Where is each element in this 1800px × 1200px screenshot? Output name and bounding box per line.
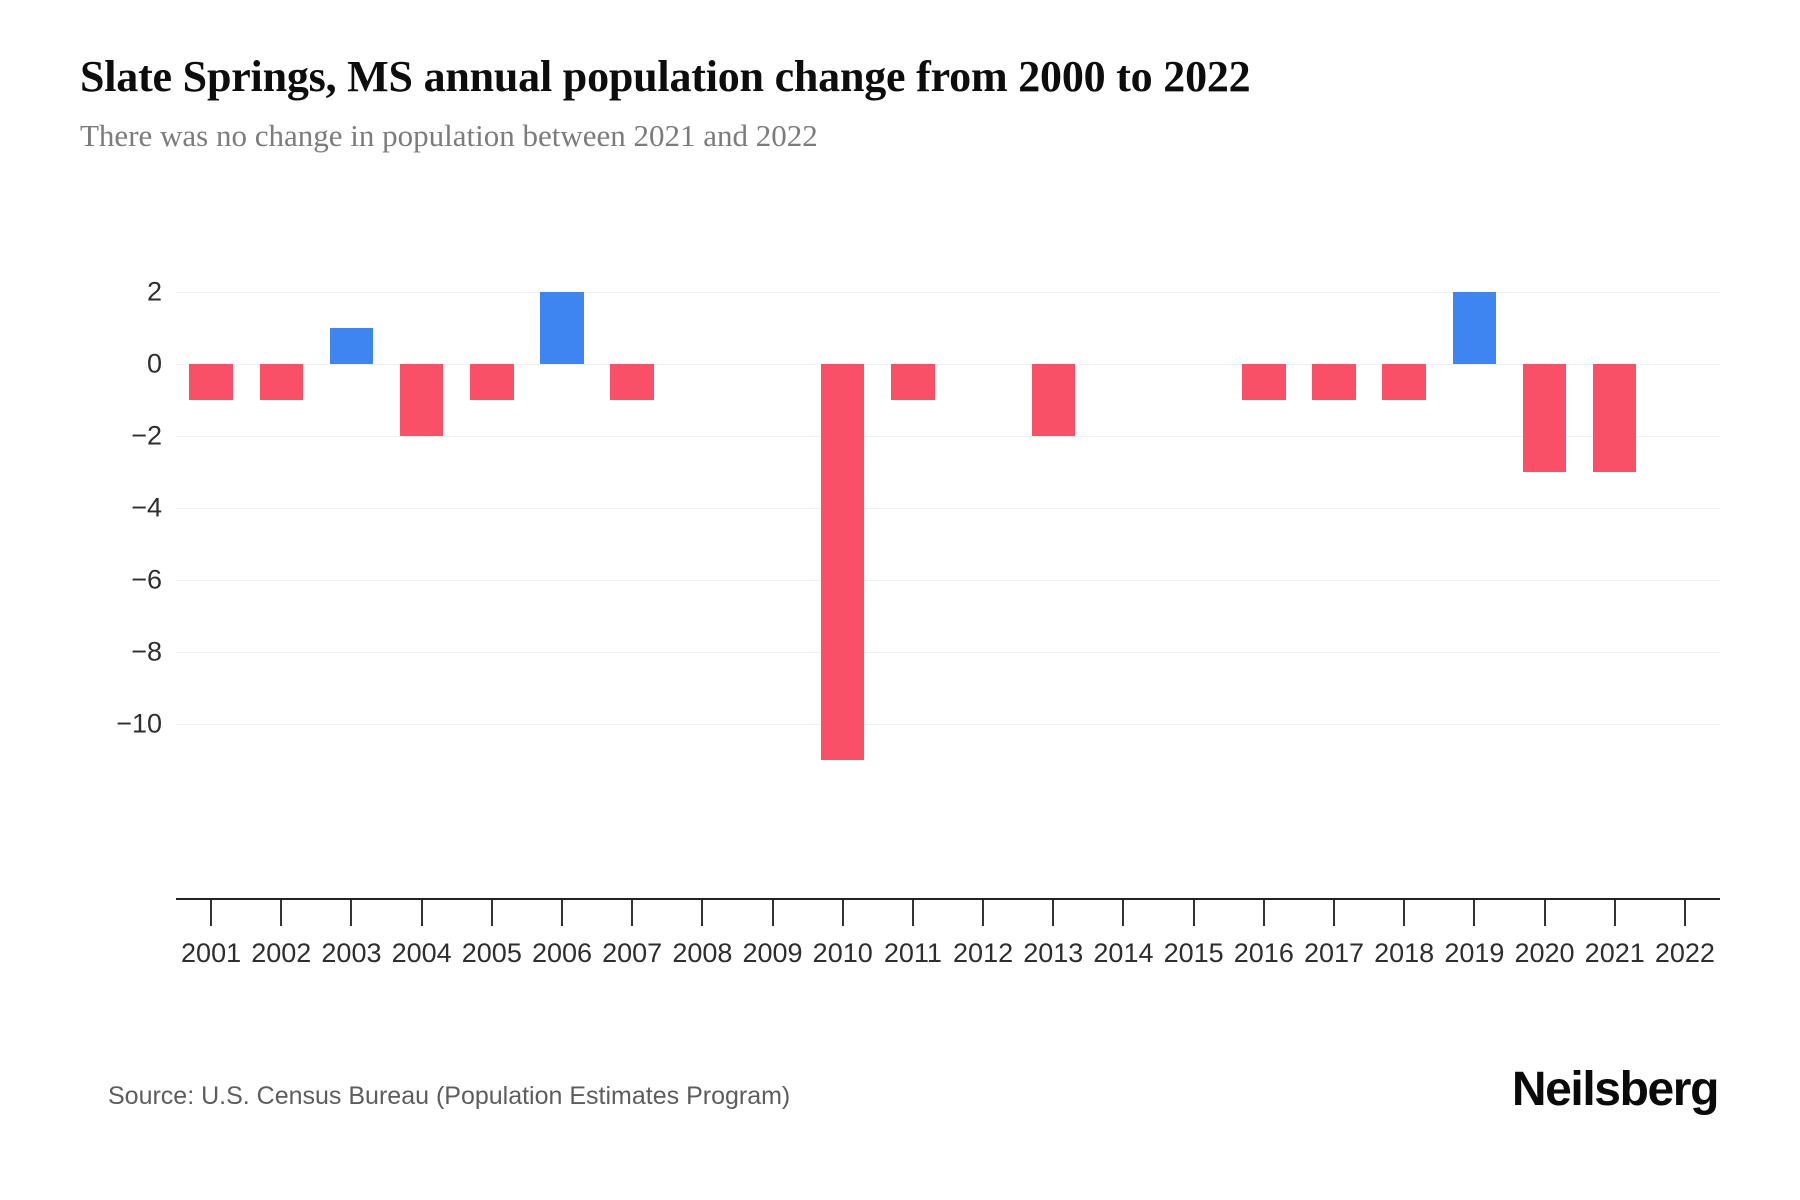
x-axis-tick <box>1052 900 1055 926</box>
x-axis-tick-label: 2009 <box>742 938 803 968</box>
x-axis-tick-label: 2022 <box>1654 938 1715 968</box>
chart-header: Slate Springs, MS annual population chan… <box>80 52 1720 154</box>
plot-area: 2 0 −2 −4 −6 −8 −10 <box>116 256 1720 796</box>
x-axis-tick <box>701 900 704 926</box>
gridline <box>176 580 1720 581</box>
bar-2004[interactable] <box>399 364 444 436</box>
x-axis-tick-label: 2011 <box>883 938 942 968</box>
bar-2021[interactable] <box>1592 364 1637 472</box>
x-axis-tick <box>1333 900 1335 926</box>
page-title: Slate Springs, MS annual population chan… <box>80 52 1251 101</box>
x-axis-tick <box>280 900 283 926</box>
x-axis-tick-label: 2007 <box>602 938 663 968</box>
x-axis-tick-label: 2010 <box>812 938 873 968</box>
x-axis-tick <box>1122 900 1125 926</box>
x-axis-tick-label: 2003 <box>321 938 382 968</box>
bar-2006[interactable] <box>540 292 584 364</box>
bar-2018[interactable] <box>1382 364 1426 400</box>
x-axis-tick <box>841 900 844 926</box>
y-axis-tick-label: −4 <box>131 492 162 523</box>
bar-2016[interactable] <box>1242 364 1286 400</box>
x-axis-tick <box>420 900 423 926</box>
x-axis-tick-label: 2014 <box>1093 938 1154 968</box>
x-axis-tick <box>1192 900 1195 926</box>
x-axis-tick <box>982 900 985 926</box>
x-axis-tick-label: 2004 <box>391 938 452 968</box>
x-axis-line <box>176 898 1720 900</box>
x-axis-ticks <box>176 900 1720 930</box>
x-axis-tick <box>771 900 774 926</box>
x-axis-tick-label: 2012 <box>953 938 1014 968</box>
x-axis-tick-label: 2018 <box>1374 938 1435 968</box>
x-axis-tick-label: 2008 <box>672 938 733 968</box>
y-axis-tick-label: −10 <box>116 708 162 739</box>
gridline <box>176 724 1720 725</box>
bar-2017[interactable] <box>1312 364 1356 400</box>
gridline <box>176 292 1720 293</box>
x-axis-tick <box>1262 900 1265 926</box>
bar-2011[interactable] <box>891 364 935 400</box>
brand-logo: Neilsberg <box>1511 1063 1720 1116</box>
bar-2019[interactable] <box>1452 292 1497 364</box>
bar-2005[interactable] <box>470 364 514 400</box>
y-axis-tick-label: 2 <box>146 276 162 307</box>
x-axis-tick-label: 2017 <box>1303 938 1365 968</box>
x-axis-tick-label: 2006 <box>531 938 593 968</box>
x-axis-tick <box>1403 900 1406 926</box>
x-axis-tick-label: 2020 <box>1514 938 1575 968</box>
x-axis-tick-label: 2002 <box>251 938 312 968</box>
gridline <box>176 436 1720 437</box>
x-axis-tick-label: 2001 <box>181 938 242 968</box>
x-axis-labels: 2001 2002 2003 2004 2005 2006 2007 2008 2009 2010… <box>176 938 1720 978</box>
gridline <box>176 508 1720 509</box>
x-axis-tick-label: 2021 <box>1584 938 1645 968</box>
bar-2001[interactable] <box>189 364 233 400</box>
gridline <box>176 652 1720 653</box>
y-axis-tick-label: 0 <box>146 348 162 379</box>
x-axis-tick <box>1613 900 1616 926</box>
x-axis-tick <box>911 900 914 926</box>
y-axis-tick-label: −8 <box>131 636 162 667</box>
x-axis-tick <box>490 900 493 926</box>
bar-2013[interactable] <box>1031 364 1076 436</box>
bar-2003[interactable] <box>329 328 374 364</box>
x-axis-tick <box>631 900 634 926</box>
x-axis-tick <box>1473 900 1476 926</box>
bar-2020[interactable] <box>1522 364 1567 472</box>
bar-2002[interactable] <box>259 364 304 400</box>
x-axis-tick <box>1543 900 1546 926</box>
x-axis-tick-label: 2015 <box>1163 938 1224 968</box>
x-axis-tick <box>210 900 213 926</box>
x-axis-tick-label: 2016 <box>1233 938 1294 968</box>
gridline <box>176 364 1720 365</box>
x-axis-tick-label: 2005 <box>461 938 522 968</box>
x-axis-tick-label: 2019 <box>1444 938 1505 968</box>
x-axis-tick <box>1683 900 1686 926</box>
chart-subtitle: There was no change in population betwee… <box>80 118 818 154</box>
y-axis-tick-label: −6 <box>131 564 162 595</box>
x-axis-tick <box>350 900 353 926</box>
x-axis-tick <box>561 900 563 926</box>
source-note: Source: U.S. Census Bureau (Population E… <box>108 1082 791 1110</box>
bar-2010[interactable] <box>820 364 865 760</box>
y-axis-tick-label: −2 <box>131 420 162 451</box>
x-axis-tick-label: 2013 <box>1023 938 1084 968</box>
bar-2007[interactable] <box>610 364 654 400</box>
bar-series <box>176 256 1720 796</box>
